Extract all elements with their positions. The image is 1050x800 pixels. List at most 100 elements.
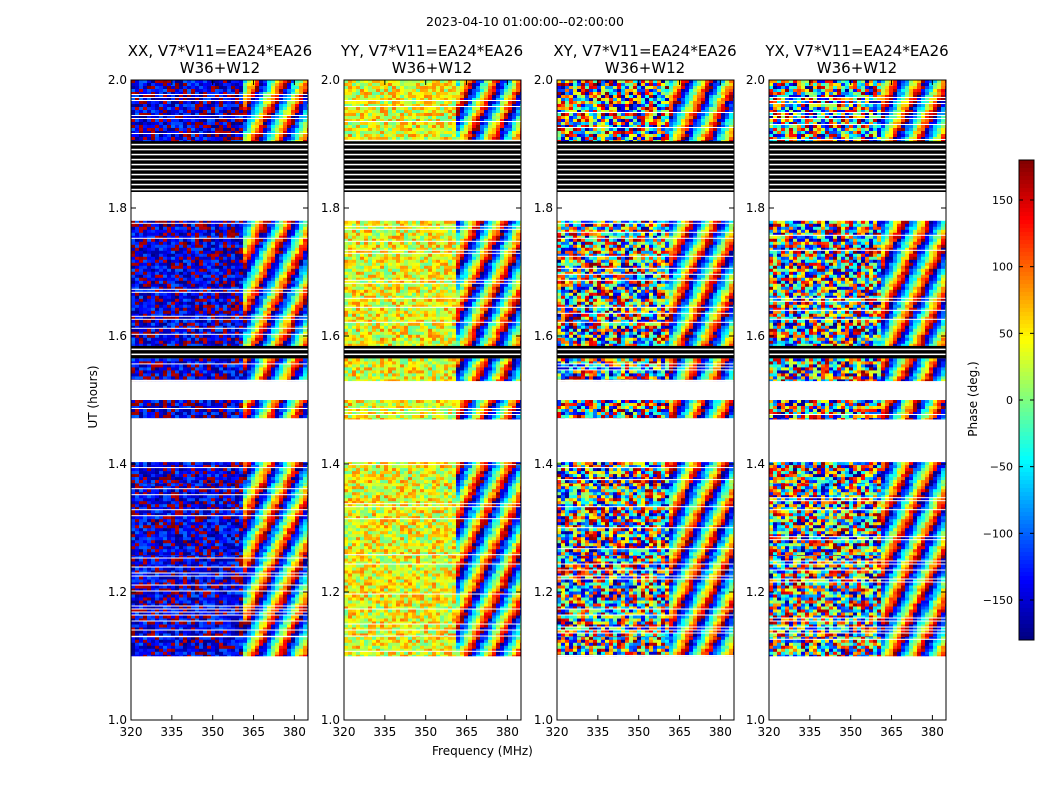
heatmap-cell: [131, 631, 135, 634]
heatmap-cell: [247, 595, 251, 598]
heatmap-cell: [203, 649, 207, 652]
heatmap-cell: [279, 640, 283, 643]
heatmap-cell: [235, 510, 239, 513]
heatmap-cell: [163, 649, 167, 652]
heatmap-cell: [195, 631, 199, 634]
heatmap-cell: [203, 489, 207, 492]
heatmap-cell: [287, 649, 291, 652]
heatmap-cell: [227, 504, 231, 507]
heatmap-cell: [175, 592, 179, 595]
heatmap-cell: [179, 646, 183, 649]
heatmap-cell: [179, 640, 183, 643]
heatmap-cell: [271, 483, 275, 486]
heatmap-cell: [207, 616, 211, 619]
heatmap-cell: [271, 577, 275, 580]
heatmap-cell: [183, 646, 187, 649]
heatmap-cell: [291, 489, 295, 492]
heatmap-cell: [299, 559, 303, 562]
heatmap-cell: [291, 498, 295, 501]
heatmap-cell: [187, 616, 191, 619]
heatmap-cell: [287, 655, 291, 657]
heatmap-cell: [147, 616, 151, 619]
heatmap-cell: [275, 516, 279, 519]
heatmap-cell: [251, 652, 255, 655]
heatmap-cell: [219, 601, 223, 604]
heatmap-cell: [263, 562, 267, 565]
heatmap-cell: [167, 504, 171, 507]
heatmap-cell: [303, 559, 307, 562]
heatmap-cell: [215, 568, 219, 571]
heatmap-cell: [207, 577, 211, 580]
heatmap-cell: [187, 498, 191, 501]
heatmap-cell: [155, 631, 159, 634]
heatmap-cell: [243, 655, 247, 657]
heatmap-cell: [183, 577, 187, 580]
heatmap-cell: [219, 640, 223, 643]
heatmap-cell: [195, 643, 199, 646]
heatmap-cell: [179, 595, 183, 598]
heatmap-cell: [183, 631, 187, 634]
heatmap-cell: [263, 483, 267, 486]
heatmap-cell: [295, 655, 299, 657]
heatmap-cell: [239, 580, 243, 583]
heatmap-cell: [243, 580, 247, 583]
heatmap-cell: [227, 625, 231, 628]
heatmap-cell: [291, 631, 295, 634]
heatmap-cell: [275, 643, 279, 646]
heatmap-cell: [159, 649, 163, 652]
heatmap-cell: [199, 625, 203, 628]
heatmap-cell: [223, 562, 227, 565]
heatmap-cell: [155, 592, 159, 595]
heatmap-cell: [147, 498, 151, 501]
heatmap-cell: [215, 646, 219, 649]
heatmap-cell: [143, 595, 147, 598]
heatmap-cell: [147, 516, 151, 519]
heatmap-cell: [203, 516, 207, 519]
heatmap-cell: [131, 595, 135, 598]
heatmap-cell: [235, 643, 239, 646]
heatmap-cell: [255, 598, 259, 601]
heatmap-cell: [263, 601, 267, 604]
heatmap-cell: [255, 504, 259, 507]
heatmap-cell: [247, 643, 251, 646]
heatmap-cell: [227, 637, 231, 640]
heatmap-cell: [187, 580, 191, 583]
heatmap-cell: [283, 580, 287, 583]
heatmap-cell: [267, 631, 271, 634]
heatmap-cell: [223, 598, 227, 601]
heatmap-cell: [167, 580, 171, 583]
heatmap-cell: [155, 652, 159, 655]
heatmap-cell: [147, 655, 151, 657]
heatmap-cell: [295, 580, 299, 583]
heatmap-cell: [171, 559, 175, 562]
heatmap-cell: [299, 655, 303, 657]
heatmap-cell: [131, 562, 135, 565]
heatmap-cell: [267, 598, 271, 601]
heatmap-cell: [131, 643, 135, 646]
heatmap-cell: [139, 601, 143, 604]
heatmap-cell: [211, 504, 215, 507]
heatmap-cell: [211, 646, 215, 649]
heatmap-cell: [299, 510, 303, 513]
heatmap-cell: [195, 559, 199, 562]
heatmap-cell: [239, 622, 243, 625]
heatmap-cell: [191, 640, 195, 643]
heatmap-cell: [291, 646, 295, 649]
heatmap-cell: [263, 510, 267, 513]
heatmap-cell: [271, 504, 275, 507]
heatmap-cell: [279, 595, 283, 598]
heatmap-cell: [187, 483, 191, 486]
heatmap-cell: [291, 592, 295, 595]
heatmap-cell: [131, 622, 135, 625]
heatmap-cell: [195, 625, 199, 628]
heatmap-cell: [263, 652, 267, 655]
heatmap-cell: [303, 649, 307, 652]
heatmap-cell: [207, 498, 211, 501]
heatmap-cell: [131, 495, 135, 498]
heatmap-cell: [167, 586, 171, 589]
heatmap-cell: [151, 489, 155, 492]
heatmap-cell: [219, 595, 223, 598]
heatmap-cell: [263, 640, 267, 643]
heatmap-cell: [131, 637, 135, 640]
heatmap-cell: [255, 649, 259, 652]
